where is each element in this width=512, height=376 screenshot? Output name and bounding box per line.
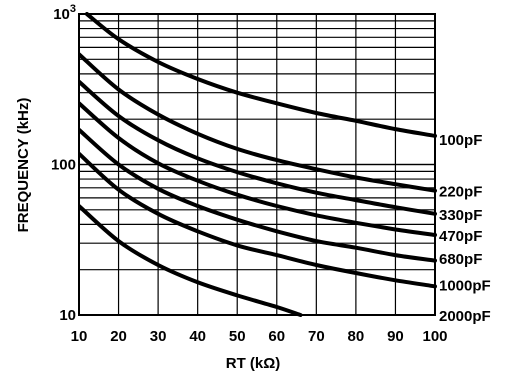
x-tick-label: 100 xyxy=(422,328,447,345)
y-axis-label: FREQUENCY (kHz) xyxy=(15,98,32,233)
y-tick-label: 100 xyxy=(51,157,76,174)
series-label: 1000pF xyxy=(439,277,491,294)
x-axis-label: RT (kΩ) xyxy=(226,355,281,372)
y-tick-label: 10 xyxy=(59,307,76,324)
x-tick-label: 90 xyxy=(387,328,404,345)
series-labels: 100pF 220pF 330pF 470pF 680pF 1000pF 2000pF xyxy=(439,132,491,325)
series-line-220pF xyxy=(79,52,437,193)
series-line-470pF xyxy=(79,101,437,237)
series-line-2000pF xyxy=(79,204,303,317)
x-tick-label: 70 xyxy=(308,328,325,345)
x-tick-label: 20 xyxy=(110,328,127,345)
series-label: 330pF xyxy=(439,207,482,224)
series-line-1000pF xyxy=(79,151,437,289)
grid xyxy=(78,13,436,316)
x-tick-label: 80 xyxy=(348,328,365,345)
x-tick-label: 30 xyxy=(150,328,167,345)
x-tick-label: 40 xyxy=(189,328,206,345)
series-label: 680pF xyxy=(439,251,482,268)
series-label: 470pF xyxy=(439,228,482,245)
series-label: 100pF xyxy=(439,132,482,149)
x-tick-label: 60 xyxy=(268,328,285,345)
y-tick-label: 103 xyxy=(53,3,76,23)
series-label: 2000pF xyxy=(439,308,491,325)
x-axis-ticks: 10 20 30 40 50 60 70 80 90 100 xyxy=(71,328,448,345)
y-axis-ticks: 10 100 103 xyxy=(51,3,76,324)
series-line-330pF xyxy=(79,79,437,216)
x-tick-label: 50 xyxy=(229,328,246,345)
series-line-100pF xyxy=(84,12,437,138)
plot-frame xyxy=(78,13,436,316)
curves xyxy=(79,12,437,317)
series-line-680pF xyxy=(79,127,437,263)
x-tick-label: 10 xyxy=(71,328,88,345)
series-label: 220pF xyxy=(439,184,482,201)
